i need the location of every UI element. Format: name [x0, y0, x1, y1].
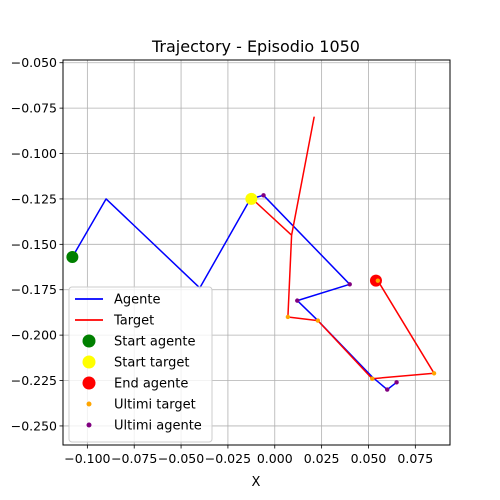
legend-label: Start agente [114, 335, 195, 350]
x-tick-label: −0.025 [205, 451, 251, 466]
y-tick-label: −0.175 [11, 282, 57, 297]
point-ultimi-agente [394, 380, 399, 385]
legend-handle-ultimi-agente [86, 422, 92, 428]
legend-handle-start-target [82, 355, 96, 369]
point-ultimi-target [370, 376, 375, 381]
point-ultimi-target [431, 371, 437, 376]
marker-start-agente [66, 251, 79, 264]
x-axis-label: X [252, 475, 261, 490]
legend-label: Ultimi target [114, 398, 196, 413]
x-tick-label: 0.025 [304, 451, 340, 466]
legend-box [68, 286, 213, 443]
x-tick-label: 0.050 [351, 451, 387, 466]
legend-label: Agente [114, 293, 160, 308]
y-tick-label: −0.100 [11, 146, 57, 161]
point-ultimi-agente [261, 193, 266, 198]
point-ultimi-agente [295, 298, 300, 303]
plot-frame [62, 59, 451, 446]
point-ultimi-target [375, 278, 381, 283]
legend-label: Start target [114, 356, 189, 371]
legend: Agente Target Start agente Start target End … [68, 286, 213, 443]
x-tick-label: 0.075 [397, 451, 433, 466]
point-ultimi-target [285, 314, 291, 320]
grid [63, 60, 450, 445]
legend-label: Target [113, 314, 154, 329]
x-tick-label: −0.050 [158, 451, 204, 466]
y-axis-ticks: −0.050 −0.075 −0.100 −0.125 −0.150 −0.175 −0.2… [11, 55, 63, 433]
y-tick-label: −0.225 [11, 373, 57, 388]
point-ultimi-agente [347, 282, 352, 287]
plot-content [66, 116, 437, 392]
x-tick-label: −0.100 [64, 451, 110, 466]
legend-handle-start-agente [82, 334, 96, 348]
legend-label: End agente [114, 377, 188, 392]
x-tick-label: −0.075 [111, 451, 157, 466]
point-ultimi-target [315, 318, 321, 323]
point-ultimi-agente [385, 387, 390, 392]
legend-handle-end-agente [82, 376, 96, 390]
y-tick-label: −0.050 [11, 55, 57, 70]
y-tick-label: −0.150 [11, 237, 57, 252]
y-tick-label: −0.200 [11, 328, 57, 343]
legend-handle-ultimi-target [86, 401, 92, 407]
chart-title: Trajectory - Episodio 1050 [151, 37, 360, 56]
y-tick-label: −0.250 [11, 418, 57, 433]
y-tick-label: −0.125 [11, 191, 57, 206]
x-tick-label: 0.000 [257, 451, 293, 466]
legend-label: Ultimi agente [114, 419, 202, 434]
y-tick-label: −0.075 [11, 101, 57, 116]
marker-start-target [245, 192, 258, 205]
x-axis-ticks: −0.100 −0.075 −0.050 −0.025 0.000 0.025 0.050 0… [64, 445, 433, 466]
